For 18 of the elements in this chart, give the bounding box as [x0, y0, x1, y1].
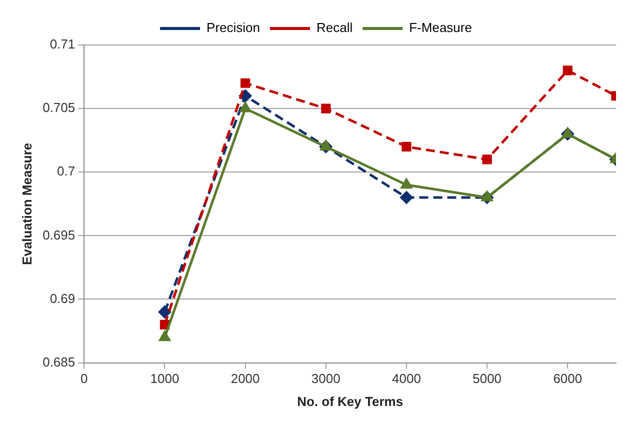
- x-tick-label: 5000: [472, 371, 502, 386]
- legend-label: Precision: [206, 20, 260, 36]
- y-tick-label: 0.695: [42, 227, 76, 242]
- y-tick-label: 0.685: [42, 354, 76, 370]
- x-tick-label: 0: [80, 371, 88, 386]
- y-tick-label: 0.71: [50, 36, 76, 52]
- y-tick-label: 0.7: [57, 164, 76, 179]
- x-tick-label: 6000: [553, 371, 582, 386]
- y-tick-label: 0.705: [42, 100, 76, 116]
- y-axis-title: Evaluation Measure: [19, 142, 34, 265]
- x-tick-label: 2000: [230, 371, 260, 386]
- y-tick-label: 0.69: [50, 290, 76, 306]
- x-axis-title: No. of Key Terms: [297, 394, 404, 409]
- x-tick-label: 1000: [150, 371, 180, 386]
- legend-label: F-Measure: [409, 20, 472, 36]
- x-tick-label: 4000: [392, 371, 421, 386]
- legend-label: Recall: [316, 20, 353, 36]
- x-tick-label: 3000: [311, 371, 340, 386]
